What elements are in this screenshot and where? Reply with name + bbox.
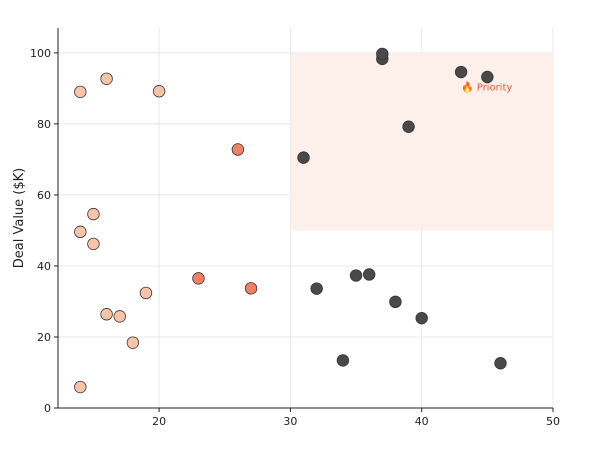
x-tick-label: 30 <box>283 415 297 428</box>
data-point <box>74 380 87 394</box>
data-point <box>74 85 87 99</box>
data-point <box>126 336 140 349</box>
data-point <box>244 282 258 295</box>
axes: 20 30 40 50 0 20 40 60 80 100 <box>30 28 560 428</box>
data-point <box>113 310 126 323</box>
x-tick-label: 20 <box>152 415 166 428</box>
data-point <box>87 207 100 221</box>
y-tick-label: 100 <box>30 47 51 60</box>
data-point <box>74 225 87 239</box>
data-point <box>481 70 494 84</box>
data-point <box>362 268 376 281</box>
highlight-region-layer <box>290 52 553 231</box>
y-tick-label: 20 <box>37 331 51 344</box>
data-point <box>192 272 205 285</box>
data-point <box>376 47 389 61</box>
priority-annotation: 🔥 Priority <box>461 80 512 93</box>
data-point <box>415 311 428 325</box>
data-point <box>100 308 113 321</box>
priority-region <box>290 52 553 231</box>
data-point <box>87 237 100 251</box>
x-tick-label: 40 <box>415 415 429 428</box>
y-axis-title: Deal Value ($K) <box>12 168 27 269</box>
y-tick-label: 60 <box>37 189 51 202</box>
y-tick-label: 0 <box>44 402 51 415</box>
points-layer <box>74 47 507 394</box>
data-point <box>454 65 468 79</box>
data-point <box>100 72 113 85</box>
data-point <box>402 120 415 133</box>
y-tick-label: 80 <box>37 118 51 131</box>
annotation-layer: 🔥 Priority <box>461 80 512 93</box>
x-tick-label: 50 <box>546 415 560 428</box>
data-point <box>349 269 363 282</box>
y-tick-label: 40 <box>37 260 51 273</box>
data-point <box>494 357 507 370</box>
data-point <box>139 286 153 300</box>
data-point <box>336 354 350 367</box>
data-point <box>231 143 245 156</box>
data-point <box>389 295 402 309</box>
data-point <box>310 282 323 295</box>
data-point <box>152 85 166 98</box>
data-point <box>297 151 310 164</box>
